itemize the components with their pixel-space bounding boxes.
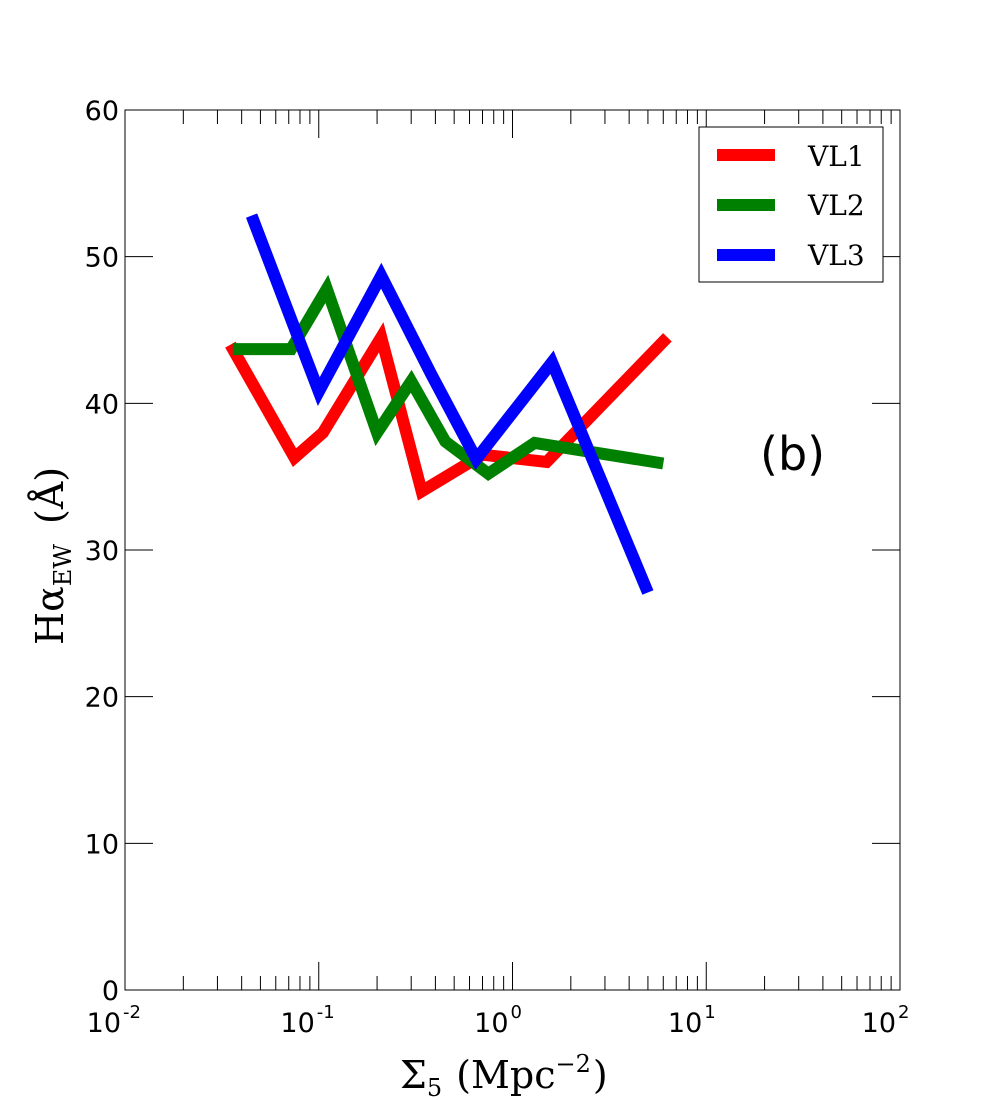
x-axis-label-sub: 5: [427, 1074, 442, 1100]
y-axis-label-main: Hα: [28, 586, 72, 645]
legend-label-vl3: VL3: [807, 239, 865, 272]
x-tick-label-exp: 2: [898, 1002, 909, 1023]
y-tick-label: 40: [85, 389, 119, 420]
legend-label-vl2: VL2: [807, 189, 865, 222]
x-tick-labels: 10 -2 10 -1 10 0 10 1 10 2: [87, 1002, 910, 1039]
legend-label-vl1: VL1: [807, 140, 865, 173]
series-line-vl2: [232, 274, 665, 482]
series-line-vl1: [225, 322, 672, 501]
y-axis-label-unit: (Å): [28, 467, 72, 524]
panel-annotation: (b): [760, 427, 825, 481]
y-tick-labels: 0 10 20 30 40 50 60: [85, 96, 119, 1007]
x-tick-label: 10: [862, 1008, 896, 1039]
x-tick-label-exp: 0: [511, 1002, 522, 1023]
plot-frame: [124, 109, 901, 991]
x-tick-label: 10: [474, 1008, 508, 1039]
y-tick-label: 10: [85, 829, 119, 860]
y-tick-label: 30: [85, 536, 119, 567]
x-axis-label: Σ5 (Mpc−2): [400, 1050, 608, 1100]
y-tick-label: 20: [85, 683, 119, 714]
y-tick-label: 0: [102, 976, 119, 1007]
x-tick-label: 10: [280, 1008, 314, 1039]
x-axis-label-sigma: Σ: [400, 1053, 427, 1097]
y-tick-label: 60: [85, 96, 119, 127]
y-axis-label-sub: EW: [49, 544, 77, 587]
x-tick-label: 10: [668, 1008, 702, 1039]
x-tick-label: 10: [87, 1008, 121, 1039]
x-tick-label-exp: -1: [317, 1002, 335, 1023]
x-tick-label-exp: -2: [123, 1002, 141, 1023]
x-axis-label-unit: (Mpc: [456, 1053, 555, 1097]
minor-ticks: [182, 110, 892, 990]
x-axis-label-exp: −2: [556, 1050, 591, 1078]
x-axis-label-close: ): [593, 1053, 608, 1097]
y-tick-label: 50: [85, 243, 119, 274]
legend: VL1 VL2 VL3: [698, 126, 884, 283]
x-tick-label-exp: 1: [704, 1002, 715, 1023]
series-layer: [225, 213, 672, 595]
series-line-vl3: [245, 213, 654, 595]
y-axis-label: HαEW (Å): [28, 467, 77, 645]
